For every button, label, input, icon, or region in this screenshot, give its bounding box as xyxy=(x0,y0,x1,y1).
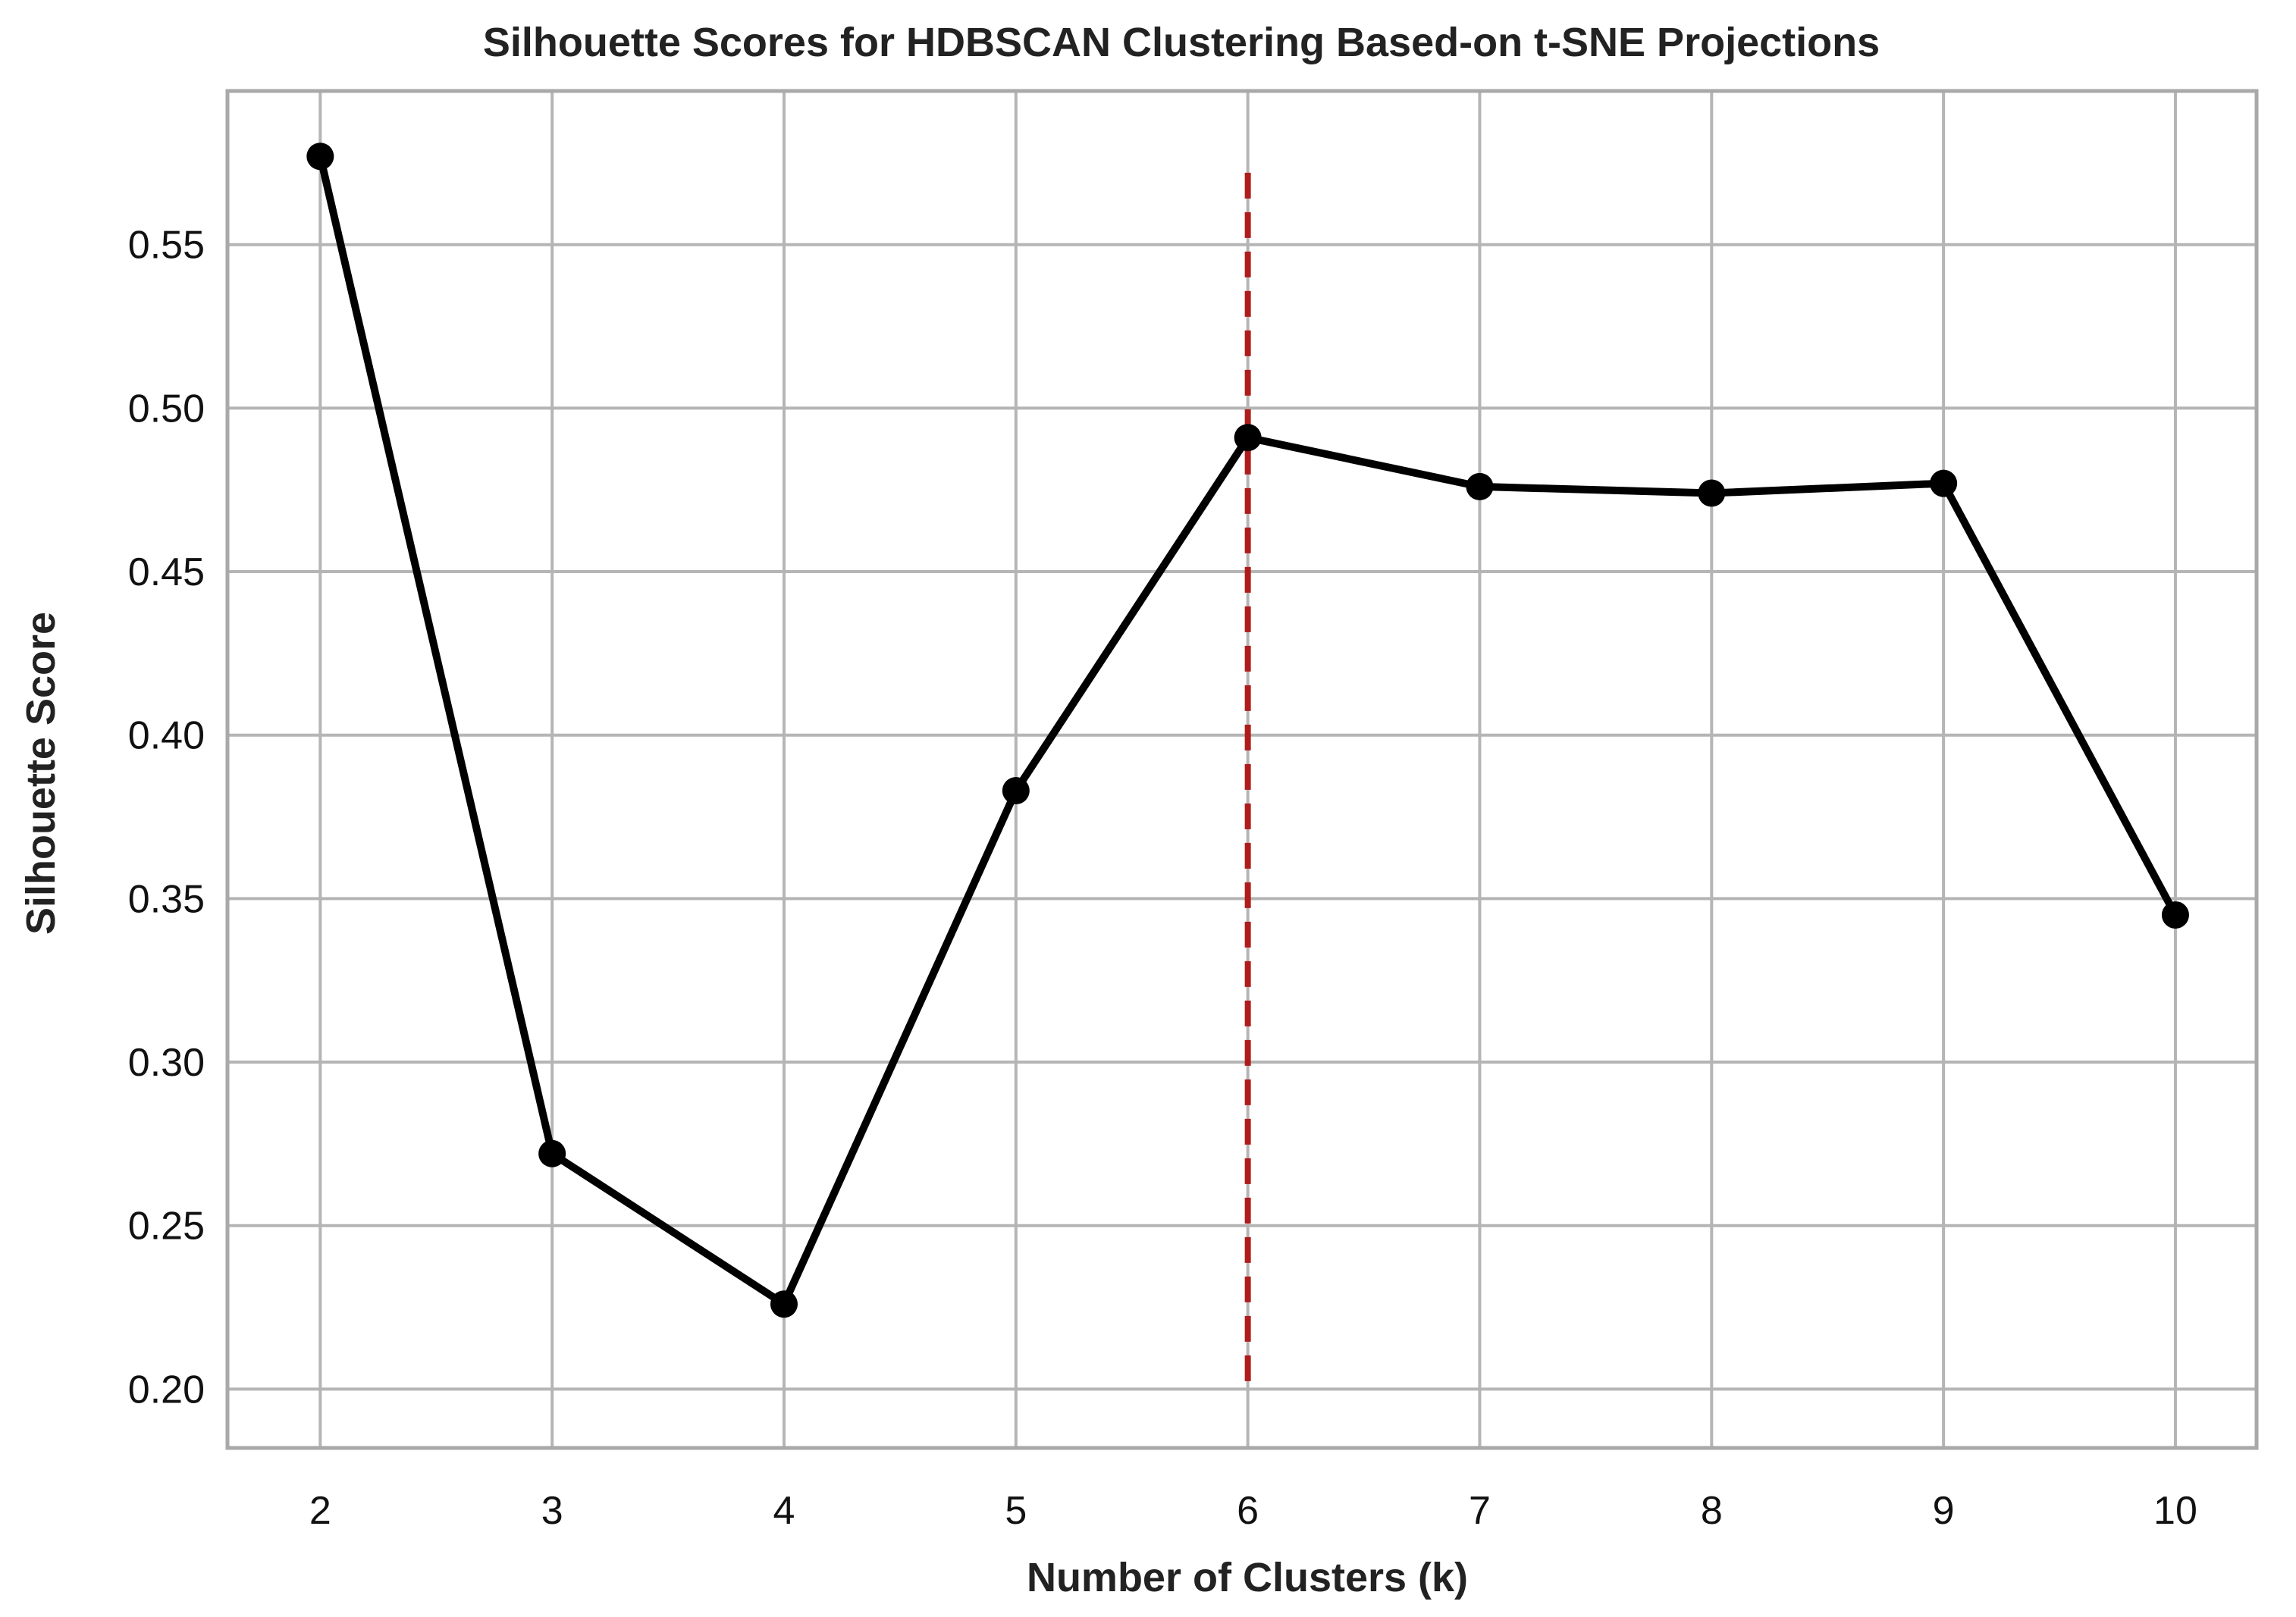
data-point xyxy=(306,143,334,171)
x-tick-label: 9 xyxy=(1933,1489,1955,1533)
y-tick-label: 0.40 xyxy=(128,714,205,758)
y-tick-label: 0.25 xyxy=(128,1205,205,1249)
x-axis-label: Number of Clusters (k) xyxy=(1027,1555,1468,1600)
y-tick-label: 0.30 xyxy=(128,1041,205,1085)
data-point xyxy=(1930,469,1958,497)
x-tick-label: 5 xyxy=(1005,1489,1027,1533)
x-tick-label: 3 xyxy=(541,1489,563,1533)
data-point xyxy=(1698,479,1726,507)
data-point xyxy=(1466,472,1494,500)
x-tick-label: 2 xyxy=(309,1489,331,1533)
data-point xyxy=(538,1139,566,1167)
x-tick-label: 10 xyxy=(2153,1489,2197,1533)
x-tick-label: 8 xyxy=(1701,1489,1723,1533)
x-tick-label: 6 xyxy=(1237,1489,1259,1533)
x-axis-ticks: 2 3 4 5 6 7 8 9 10 xyxy=(309,1489,2197,1533)
grid-lines xyxy=(227,91,2257,1448)
y-tick-label: 0.55 xyxy=(128,224,205,268)
series-layer xyxy=(306,143,2189,1318)
x-tick-label: 7 xyxy=(1469,1489,1491,1533)
data-point xyxy=(1234,424,1262,452)
y-axis-ticks: 0.20 0.25 0.30 0.35 0.40 0.45 0.50 0.55 xyxy=(128,224,205,1412)
y-tick-label: 0.20 xyxy=(128,1368,205,1412)
x-tick-label: 4 xyxy=(773,1489,795,1533)
y-axis-label: Silhouette Score xyxy=(18,612,64,935)
chart-title: Silhouette Scores for HDBSCAN Clustering… xyxy=(483,20,1880,65)
y-tick-label: 0.45 xyxy=(128,550,205,594)
data-point xyxy=(1002,777,1030,805)
data-point xyxy=(2161,901,2189,929)
y-tick-label: 0.35 xyxy=(128,877,205,921)
data-point xyxy=(770,1290,798,1318)
plot-frame xyxy=(225,89,2259,1450)
y-tick-label: 0.50 xyxy=(128,387,205,431)
